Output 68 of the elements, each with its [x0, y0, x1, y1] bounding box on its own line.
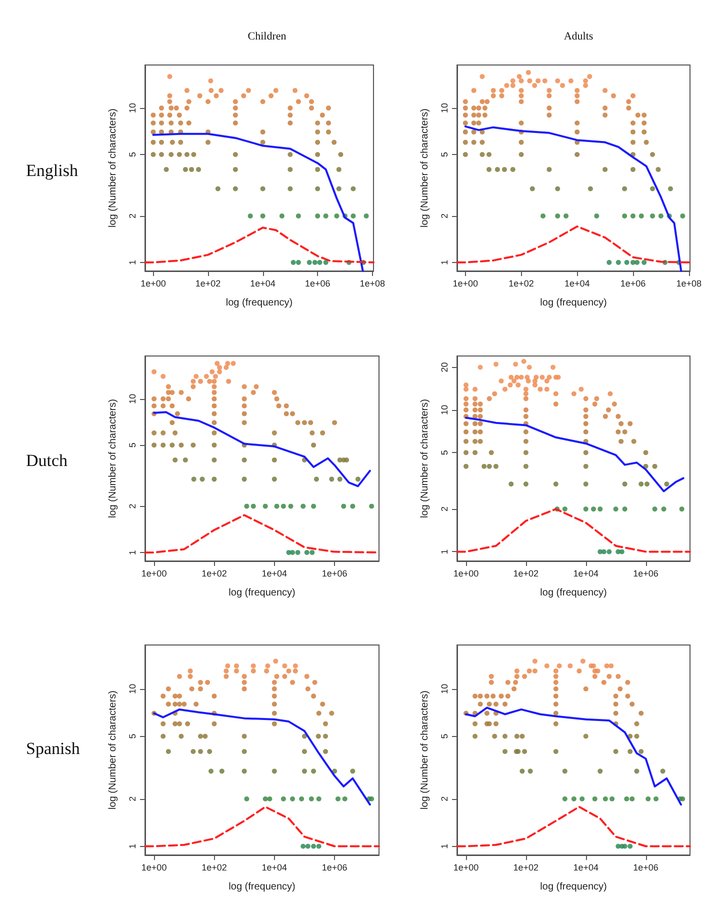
y-axis-title: log (Number of characters) — [108, 399, 118, 518]
text: English — [26, 161, 78, 180]
x-axis-title: log (frequency) — [226, 298, 293, 308]
y-axis-title: log (Number of characters) — [420, 690, 430, 810]
y-tick-label: 5 — [128, 442, 138, 448]
x-tick-label: 1e+02 — [513, 568, 539, 578]
y-tick-label: 5 — [128, 152, 138, 158]
x-tick-label: 1e+08 — [676, 278, 702, 288]
y-tick-label: 10 — [128, 103, 138, 114]
x-axis-title: log (frequency) — [228, 882, 296, 892]
x-tick-label: 1e+06 — [633, 568, 658, 578]
x-tick-label: 1e+04 — [262, 568, 288, 578]
x-tick-label: 1e+02 — [195, 278, 221, 288]
y-axis-title: log (Number of characters) — [420, 108, 430, 228]
x-tick-label: 1e+00 — [141, 862, 167, 872]
x-tick-label: 1e+00 — [141, 568, 167, 578]
y-tick-label: 2 — [440, 213, 450, 218]
x-axis-title: log (frequency) — [228, 588, 296, 598]
y-tick-label: 2 — [128, 213, 138, 218]
x-tick-label: 1e+00 — [453, 568, 479, 578]
y-axis-title: log (Number of characters) — [108, 690, 118, 810]
y-tick-label: 1 — [128, 550, 138, 555]
x-tick-label: 1e+02 — [513, 862, 539, 872]
x-tick-label: 1e+06 — [633, 862, 658, 872]
x-axis-title: log (frequency) — [540, 588, 607, 598]
text: Spanish — [26, 739, 80, 758]
x-tick-label: 1e+02 — [508, 278, 534, 288]
chart-title: Children — [248, 30, 287, 42]
x-tick-label: 1e+02 — [202, 568, 227, 578]
x-tick-label: 1e+00 — [453, 862, 479, 872]
y-tick-label: 1 — [440, 844, 450, 849]
y-tick-label: 5 — [440, 152, 450, 158]
text: Dutch — [26, 451, 68, 470]
y-tick-label: 2 — [128, 796, 138, 802]
y-tick-label: 1 — [440, 549, 450, 554]
x-tick-label: 1e+04 — [262, 862, 288, 872]
y-tick-label: 5 — [440, 450, 450, 456]
y-axis-title: log (Number of characters) — [420, 399, 430, 518]
x-tick-label: 1e+04 — [564, 278, 590, 288]
y-tick-label: 1 — [128, 844, 138, 849]
y-tick-label: 10 — [440, 684, 450, 694]
x-axis-title: log (frequency) — [540, 298, 607, 308]
x-tick-label: 1e+08 — [360, 278, 385, 288]
y-tick-label: 10 — [128, 394, 138, 404]
x-tick-label: 1e+06 — [304, 278, 330, 288]
x-tick-label: 1e+00 — [452, 278, 478, 288]
x-axis-title: log (frequency) — [540, 882, 607, 892]
y-tick-label: 5 — [440, 734, 450, 739]
y-tick-label: 1 — [128, 260, 138, 265]
y-axis-title: log (Number of characters) — [108, 108, 118, 228]
x-tick-label: 1e+00 — [140, 278, 166, 288]
y-tick-label: 10 — [440, 404, 450, 415]
y-tick-label: 1 — [440, 260, 450, 265]
x-tick-label: 1e+06 — [322, 568, 348, 578]
chart-title: Adults — [564, 30, 594, 42]
y-tick-label: 10 — [440, 103, 450, 114]
y-tick-label: 2 — [128, 504, 138, 509]
x-tick-label: 1e+04 — [573, 568, 598, 578]
y-tick-label: 2 — [440, 506, 450, 512]
y-tick-label: 5 — [128, 734, 138, 739]
x-tick-label: 1e+04 — [250, 278, 276, 288]
x-tick-label: 1e+02 — [202, 862, 227, 872]
y-tick-label: 2 — [440, 796, 450, 802]
y-tick-label: 10 — [128, 684, 138, 694]
x-tick-label: 1e+04 — [573, 862, 598, 872]
x-tick-label: 1e+06 — [322, 862, 348, 872]
y-tick-label: 20 — [440, 362, 450, 372]
x-tick-label: 1e+06 — [620, 278, 646, 288]
